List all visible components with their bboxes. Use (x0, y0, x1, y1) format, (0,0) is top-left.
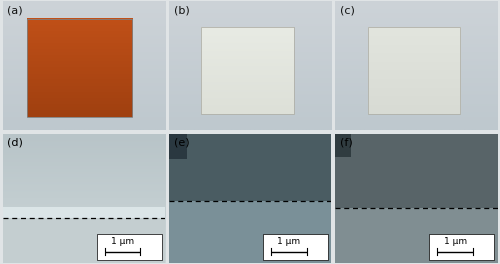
Text: (f): (f) (340, 138, 353, 148)
Polygon shape (169, 134, 186, 159)
Bar (335, 209, 498, 263)
Bar (368, 27, 460, 114)
Text: 1 μm: 1 μm (111, 237, 134, 246)
Text: (c): (c) (340, 5, 355, 15)
Bar (2, 218, 165, 263)
Text: 1 μm: 1 μm (444, 237, 467, 246)
Text: (d): (d) (8, 138, 23, 148)
Bar (27, 19, 132, 117)
Text: (b): (b) (174, 5, 190, 15)
Text: (a): (a) (8, 5, 23, 15)
Bar (169, 201, 331, 263)
Bar (169, 134, 331, 201)
Polygon shape (335, 134, 351, 157)
Bar (202, 27, 294, 114)
Bar (335, 134, 498, 209)
Bar (2, 207, 165, 218)
Bar (96, 234, 162, 260)
Text: 1 μm: 1 μm (278, 237, 300, 246)
Bar (430, 234, 494, 260)
Text: (e): (e) (174, 138, 190, 148)
Bar (263, 234, 328, 260)
